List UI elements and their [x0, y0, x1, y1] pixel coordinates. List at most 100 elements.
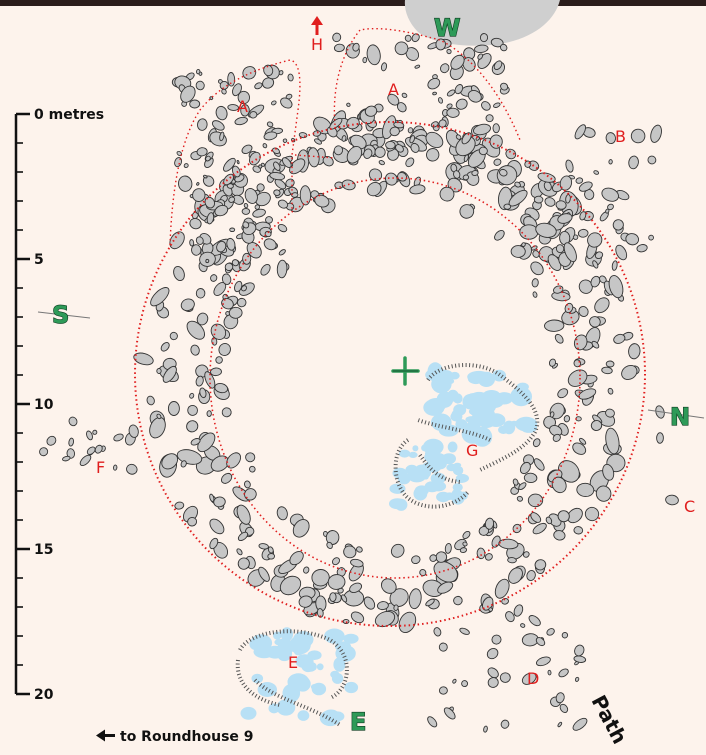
stone [265, 216, 273, 224]
stone [263, 131, 278, 141]
stone [479, 33, 489, 43]
stone [590, 420, 603, 431]
paving-slab [395, 498, 408, 511]
paving-slab [503, 420, 516, 435]
stone [491, 634, 502, 645]
stone [167, 401, 180, 416]
stone [432, 91, 437, 96]
stone [567, 369, 588, 387]
stone [133, 352, 154, 366]
stone [262, 77, 275, 89]
stone [329, 117, 343, 130]
stone [326, 541, 333, 549]
stone [547, 669, 552, 676]
stone [595, 485, 612, 502]
paving-slab [455, 476, 467, 483]
label-g: G [466, 441, 478, 460]
stone [520, 623, 526, 628]
paving-slab [273, 631, 282, 640]
stone [244, 480, 251, 489]
stone [199, 387, 207, 399]
scale-label: 10 [34, 397, 54, 413]
stone [394, 41, 409, 56]
stone [206, 212, 215, 225]
stone [493, 60, 503, 70]
stone [519, 461, 531, 475]
stone [187, 516, 198, 527]
stone [242, 66, 257, 80]
stone [333, 43, 345, 53]
stone [490, 37, 504, 48]
stone [563, 242, 577, 263]
stone [494, 229, 505, 241]
stone [501, 598, 509, 605]
north-axis-line [647, 409, 705, 419]
stone [648, 234, 654, 241]
outer-wall-ring [134, 121, 646, 627]
stone [249, 465, 256, 473]
paving-slab [399, 472, 407, 479]
stone [579, 437, 587, 445]
stone [374, 146, 386, 158]
paving-edge [393, 438, 470, 509]
stone [267, 553, 276, 560]
stone [487, 667, 499, 679]
stone [192, 188, 206, 202]
stone [236, 297, 247, 308]
stone [485, 114, 494, 123]
paving-slab [484, 393, 505, 409]
stone [404, 34, 412, 42]
stone [244, 488, 257, 501]
paving-slab [405, 464, 419, 476]
stone [555, 200, 567, 210]
stone [602, 463, 615, 481]
stone [477, 53, 484, 60]
paving-slab [436, 491, 451, 503]
stone [555, 692, 565, 704]
stone [532, 291, 538, 298]
stone [508, 567, 523, 584]
stone [410, 142, 420, 153]
stone [226, 183, 234, 189]
stone [411, 33, 420, 43]
stone [263, 238, 277, 251]
stone [579, 211, 587, 221]
stone [605, 208, 610, 214]
stone [221, 407, 232, 418]
stone [510, 245, 526, 258]
stone [545, 516, 553, 525]
stone [419, 569, 427, 577]
stone [174, 501, 185, 510]
stone [601, 187, 619, 202]
stone [240, 104, 250, 117]
paving-slab [510, 386, 532, 407]
stone [215, 105, 228, 121]
stone [578, 306, 589, 317]
stone [628, 343, 641, 360]
paving-slab [451, 410, 460, 419]
stone [573, 334, 588, 351]
stone [472, 123, 492, 136]
stone [197, 432, 216, 453]
stone [86, 430, 93, 441]
stone [534, 559, 547, 571]
stone [241, 285, 247, 292]
stone [454, 84, 464, 95]
stone [210, 323, 227, 340]
stone [282, 138, 288, 143]
stone [433, 561, 458, 583]
stone [409, 135, 416, 144]
stone [39, 447, 49, 457]
stone [349, 582, 363, 594]
stone [262, 143, 268, 149]
stone [92, 429, 98, 435]
stone [237, 557, 250, 570]
paving-slab [455, 419, 468, 430]
stone [459, 547, 468, 553]
stone [221, 298, 234, 310]
stone [272, 147, 280, 155]
paving-slab [441, 453, 456, 465]
stone [589, 316, 601, 328]
stone [62, 455, 71, 462]
stone [452, 678, 457, 684]
